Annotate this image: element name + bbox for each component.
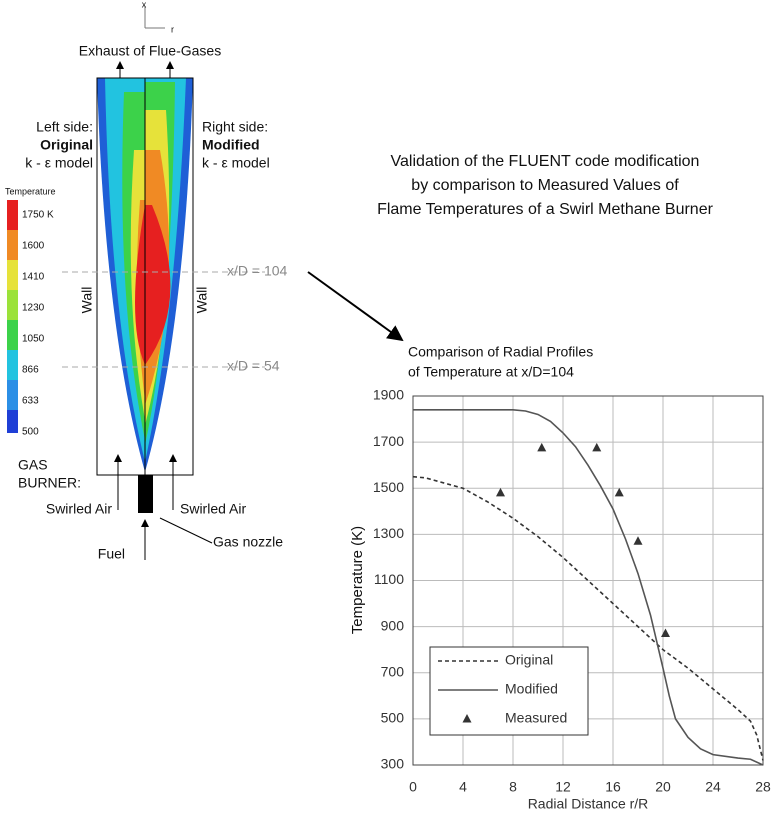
legend-label: Modified	[505, 681, 558, 697]
data-point	[592, 442, 602, 452]
right-side-label: k - ε model	[202, 155, 270, 171]
x-tick-label: 16	[605, 779, 621, 795]
colorbar-label: 866	[22, 365, 39, 376]
y-tick-label: 1500	[373, 479, 404, 495]
chart-title: Comparison of Radial Profiles	[408, 344, 593, 360]
x-tick-label: 12	[555, 779, 571, 795]
y-tick-label: 900	[381, 617, 405, 633]
legend-label: Measured	[505, 710, 567, 726]
colorbar	[7, 200, 18, 433]
y-tick-label: 1300	[373, 525, 404, 541]
colorbar-label: 500	[22, 427, 39, 438]
legend-marker	[462, 714, 472, 723]
caption: Flame Temperatures of a Swirl Methane Bu…	[377, 201, 714, 218]
y-axis-label: Temperature (K)	[349, 526, 366, 634]
x-axis-label: Radial Distance r/R	[528, 796, 649, 812]
x-tick-label: 4	[459, 779, 467, 795]
y-tick-label: 500	[381, 710, 405, 726]
x-tick-label: 24	[705, 779, 721, 795]
data-point	[614, 487, 624, 497]
section-label: x/D = 54	[227, 358, 280, 374]
link-arrow	[307, 271, 404, 342]
diagram: x r Exhaust of Flue-Gases Left side: Ori…	[5, 0, 404, 562]
plot-frame	[412, 395, 764, 766]
x-tick-label: 28	[755, 779, 771, 795]
fuel-label: Fuel	[98, 546, 125, 562]
colorbar-label: 1750 K	[22, 210, 54, 221]
wall-label: Wall	[79, 287, 95, 314]
axis-label: x	[142, 0, 147, 9]
caption: Validation of the FLUENT code modificati…	[391, 153, 700, 170]
section-label: x/D = 104	[227, 263, 288, 279]
x-tick-label: 0	[409, 779, 417, 795]
y-tick-label: 1100	[374, 571, 404, 587]
colorbar-label: 1600	[22, 241, 45, 252]
burner-label: GAS	[18, 457, 48, 473]
y-tick-label: 1700	[373, 433, 404, 449]
axis-label: r	[171, 24, 174, 34]
data-point	[496, 487, 505, 497]
x-tick-label: 8	[509, 779, 517, 795]
right-side-label: Modified	[202, 137, 260, 153]
y-tick-label: 1900	[373, 387, 404, 403]
burner-label: BURNER:	[18, 475, 81, 491]
x-tick-label: 20	[655, 779, 671, 795]
plot: 300 500 700 900 1100 1300 1500 1700 1900 0 4 8 12 16 2…	[373, 387, 771, 795]
left-side-label: k - ε model	[25, 155, 93, 171]
wall-label: Wall	[194, 287, 210, 314]
right-side-label: Right side:	[202, 119, 268, 135]
swirled-air-label: Swirled Air	[46, 501, 112, 517]
y-tick-label: 300	[381, 756, 405, 772]
legend-box	[429, 646, 589, 736]
data-point	[661, 628, 670, 638]
pointer-line	[159, 517, 213, 544]
data-point	[633, 536, 643, 545]
colorbar-label: 1050	[22, 334, 45, 345]
colorbar-label: 1230	[22, 303, 45, 314]
data-line	[412, 475, 764, 761]
gas-nozzle	[138, 475, 153, 513]
chart-subtitle: of Temperature at x/D=104	[408, 364, 574, 380]
exhaust-label: Exhaust of Flue-Gases	[79, 43, 221, 59]
colorbar-label: 1410	[22, 272, 45, 283]
data-point	[537, 442, 547, 452]
caption: by comparison to Measured Values of	[411, 177, 679, 194]
data-line	[413, 409, 764, 766]
flame-contour	[97, 78, 193, 472]
colorbar-title: Temperature	[5, 186, 56, 196]
swirled-air-label: Swirled Air	[180, 501, 246, 517]
left-side-label: Original	[40, 137, 93, 153]
left-side-label: Left side:	[36, 119, 93, 135]
y-tick-label: 700	[381, 663, 405, 679]
nozzle-label: Gas nozzle	[213, 534, 283, 550]
legend-label: Original	[505, 652, 553, 668]
colorbar-label: 633	[22, 396, 39, 407]
